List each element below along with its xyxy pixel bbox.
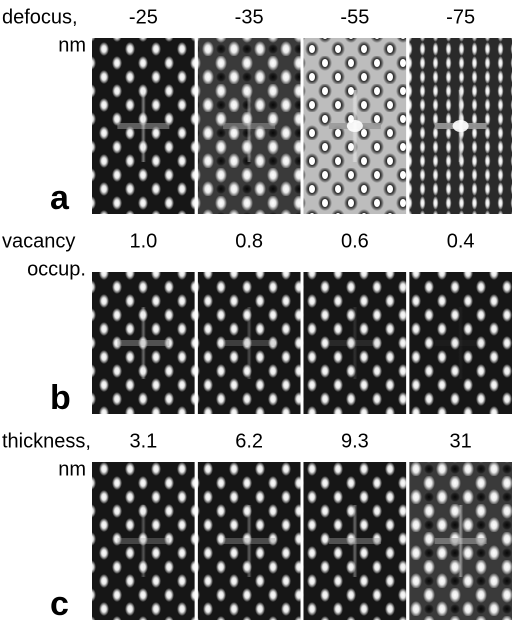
column-label: -25 <box>129 6 158 28</box>
image-content <box>197 272 301 414</box>
simulated-image <box>409 272 512 414</box>
row-label: defocus, <box>2 6 78 28</box>
defect-v <box>140 90 146 162</box>
defect-v <box>246 505 252 577</box>
column-label: 3.1 <box>129 430 157 452</box>
panel-letter: a <box>50 179 70 217</box>
panel-letter: b <box>50 379 71 417</box>
row-label: vacancy <box>2 230 75 252</box>
column-label: -75 <box>446 6 475 28</box>
panel-letter: c <box>50 585 69 623</box>
image-content <box>92 272 195 414</box>
simulated-image <box>197 272 301 414</box>
column-label: 0.8 <box>235 230 263 252</box>
defect-core <box>346 120 363 132</box>
simulated-image <box>197 462 301 620</box>
image-content <box>303 462 407 620</box>
row-label: thickness, <box>2 430 91 452</box>
image-content <box>303 38 407 214</box>
column-label: 0.6 <box>341 230 369 252</box>
simulated-image <box>92 462 195 620</box>
image-content <box>92 462 195 620</box>
defect-v <box>458 505 464 577</box>
defect-v <box>140 307 146 379</box>
column-label: -35 <box>235 6 264 28</box>
image-content <box>197 462 301 620</box>
simulated-image <box>303 462 407 620</box>
simulated-image <box>197 38 301 214</box>
row-label: occup. <box>27 258 86 280</box>
simulated-image <box>92 38 195 214</box>
simulated-image <box>409 462 512 620</box>
defect-v <box>352 505 358 577</box>
defect-v <box>352 307 358 379</box>
simulated-image <box>303 38 407 214</box>
column-label: -55 <box>340 6 369 28</box>
simulated-image <box>303 272 407 414</box>
row-label: nm <box>58 34 86 56</box>
image-content <box>409 272 512 414</box>
image-content <box>197 38 301 214</box>
image-content <box>409 462 512 620</box>
defect-v <box>140 505 146 577</box>
defect-v <box>458 307 464 379</box>
row-label: nm <box>58 458 86 480</box>
column-label: 0.4 <box>447 230 475 252</box>
defect-v <box>246 90 252 162</box>
defect-v <box>246 307 252 379</box>
defect-core <box>452 120 469 132</box>
column-label: 9.3 <box>341 430 369 452</box>
simulated-image <box>92 272 195 414</box>
image-content <box>409 38 512 214</box>
column-label: 31 <box>450 430 472 452</box>
column-label: 6.2 <box>235 430 263 452</box>
simulated-image <box>409 38 512 214</box>
image-content <box>92 38 195 214</box>
column-label: 1.0 <box>129 230 157 252</box>
image-content <box>303 272 407 414</box>
